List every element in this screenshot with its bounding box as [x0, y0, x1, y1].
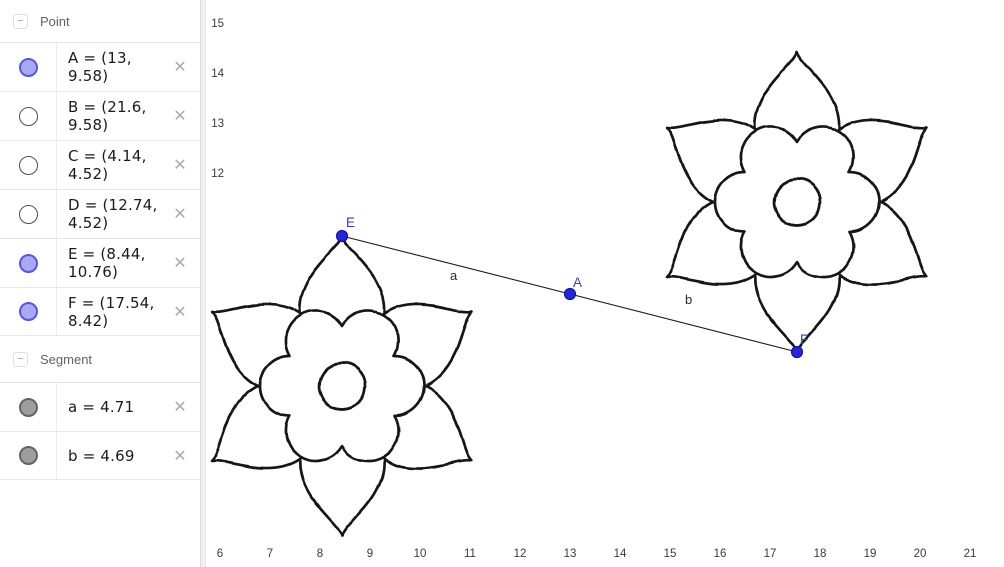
y-tick: 12 — [211, 168, 224, 180]
visibility-toggle-icon[interactable] — [18, 446, 38, 465]
algebra-panel: − Point A = (13, 9.58) ✕ B = (21.6, 9.58… — [0, 0, 200, 567]
y-axis-tick-labels: 15 14 13 12 — [211, 18, 224, 180]
icon-cell — [0, 141, 57, 189]
point-A-label[interactable]: A — [573, 275, 582, 290]
segment-a-label[interactable]: a — [450, 268, 458, 283]
segment-b-label[interactable]: b — [685, 292, 692, 307]
delete-icon[interactable]: ✕ — [173, 157, 187, 174]
icon-cell — [0, 43, 57, 91]
point-definition[interactable]: B = (21.6, 9.58) — [68, 98, 147, 134]
delete-icon[interactable]: ✕ — [173, 303, 187, 321]
y-tick: 14 — [211, 68, 224, 80]
delete-icon[interactable]: ✕ — [173, 255, 187, 272]
delete-icon[interactable]: ✕ — [173, 108, 187, 125]
icon-cell — [0, 288, 57, 335]
x-tick: 16 — [714, 548, 727, 560]
visibility-toggle-icon[interactable] — [18, 57, 38, 77]
visibility-toggle-icon[interactable] — [18, 106, 38, 126]
point-F-label[interactable]: F — [800, 332, 808, 347]
x-tick: 12 — [514, 548, 527, 560]
x-tick: 21 — [964, 548, 977, 560]
algebra-row-c-point[interactable]: C = (4.14, 4.52) ✕ — [0, 140, 200, 189]
graphics-view[interactable]: a b E A F 6 7 8 9 10 11 12 13 14 15 16 — [189, 0, 1004, 567]
x-tick: 20 — [914, 548, 927, 560]
point-F[interactable] — [790, 345, 804, 359]
point-A[interactable] — [563, 287, 577, 301]
x-tick: 9 — [367, 548, 373, 560]
x-tick: 19 — [864, 548, 877, 560]
point-definition[interactable]: C = (4.14, 4.52) — [68, 147, 147, 183]
x-tick: 10 — [414, 548, 427, 560]
algebra-row-segment-a[interactable]: a = 4.71 ✕ — [0, 382, 200, 431]
x-tick: 17 — [764, 548, 777, 560]
algebra-row-d-point[interactable]: D = (12.74, 4.52) ✕ — [0, 189, 200, 238]
graphics-canvas[interactable]: a b E A F 6 7 8 9 10 11 12 13 14 15 16 — [189, 0, 1004, 567]
x-tick: 14 — [614, 548, 627, 560]
segment-b[interactable] — [569, 293, 798, 353]
section-title-point: Point — [40, 13, 70, 29]
algebra-row-f-point[interactable]: F = (17.54, 8.42) ✕ — [0, 287, 200, 336]
x-axis-tick-labels: 6 7 8 9 10 11 12 13 14 15 16 17 18 19 20… — [217, 548, 977, 560]
delete-icon[interactable]: ✕ — [173, 399, 187, 416]
point-definition[interactable]: D = (12.74, 4.52) — [68, 196, 158, 232]
icon-cell — [0, 92, 57, 140]
section-header-segment: − Segment — [0, 336, 200, 382]
flower-drawing-right[interactable] — [644, 50, 950, 354]
icon-cell — [0, 190, 57, 238]
x-tick: 8 — [317, 548, 323, 560]
segment-definition[interactable]: b = 4.69 — [68, 446, 135, 465]
x-tick: 11 — [464, 548, 476, 560]
section-title-segment: Segment — [40, 351, 93, 367]
icon-cell — [0, 383, 57, 431]
point-definition[interactable]: E = (8.44, 10.76) — [68, 245, 146, 281]
point-definition[interactable]: A = (13, 9.58) — [68, 49, 132, 85]
point-E-label[interactable]: E — [346, 215, 355, 230]
collapse-section-icon[interactable]: − — [13, 13, 28, 29]
x-tick: 18 — [814, 548, 827, 560]
icon-cell — [0, 432, 57, 479]
x-tick: 13 — [564, 548, 577, 560]
algebra-row-e-point[interactable]: E = (8.44, 10.76) ✕ — [0, 238, 200, 287]
segment-definition[interactable]: a = 4.71 — [68, 398, 135, 416]
segment-a[interactable] — [341, 235, 571, 295]
visibility-toggle-icon[interactable] — [18, 204, 38, 224]
y-tick: 13 — [211, 118, 224, 130]
visibility-toggle-icon[interactable] — [18, 155, 38, 175]
algebra-row-segment-b[interactable]: b = 4.69 ✕ — [0, 431, 200, 480]
section-header-point: − Point — [0, 0, 200, 42]
x-tick: 7 — [267, 548, 273, 560]
algebra-row-a-point[interactable]: A = (13, 9.58) ✕ — [0, 42, 200, 91]
delete-icon[interactable]: ✕ — [173, 59, 187, 76]
visibility-toggle-icon[interactable] — [18, 253, 38, 273]
visibility-toggle-icon[interactable] — [18, 302, 38, 321]
panel-divider[interactable] — [200, 0, 206, 567]
collapse-section-icon[interactable]: − — [13, 351, 28, 367]
x-tick: 15 — [664, 548, 677, 560]
visibility-toggle-icon[interactable] — [18, 397, 38, 417]
delete-icon[interactable]: ✕ — [173, 206, 187, 223]
delete-icon[interactable]: ✕ — [173, 447, 187, 465]
x-tick: 6 — [217, 548, 223, 560]
point-E[interactable] — [335, 229, 349, 243]
point-definition[interactable]: F = (17.54, 8.42) — [68, 293, 155, 330]
algebra-row-b-point[interactable]: B = (21.6, 9.58) ✕ — [0, 91, 200, 140]
y-tick: 15 — [211, 18, 224, 30]
icon-cell — [0, 239, 57, 287]
